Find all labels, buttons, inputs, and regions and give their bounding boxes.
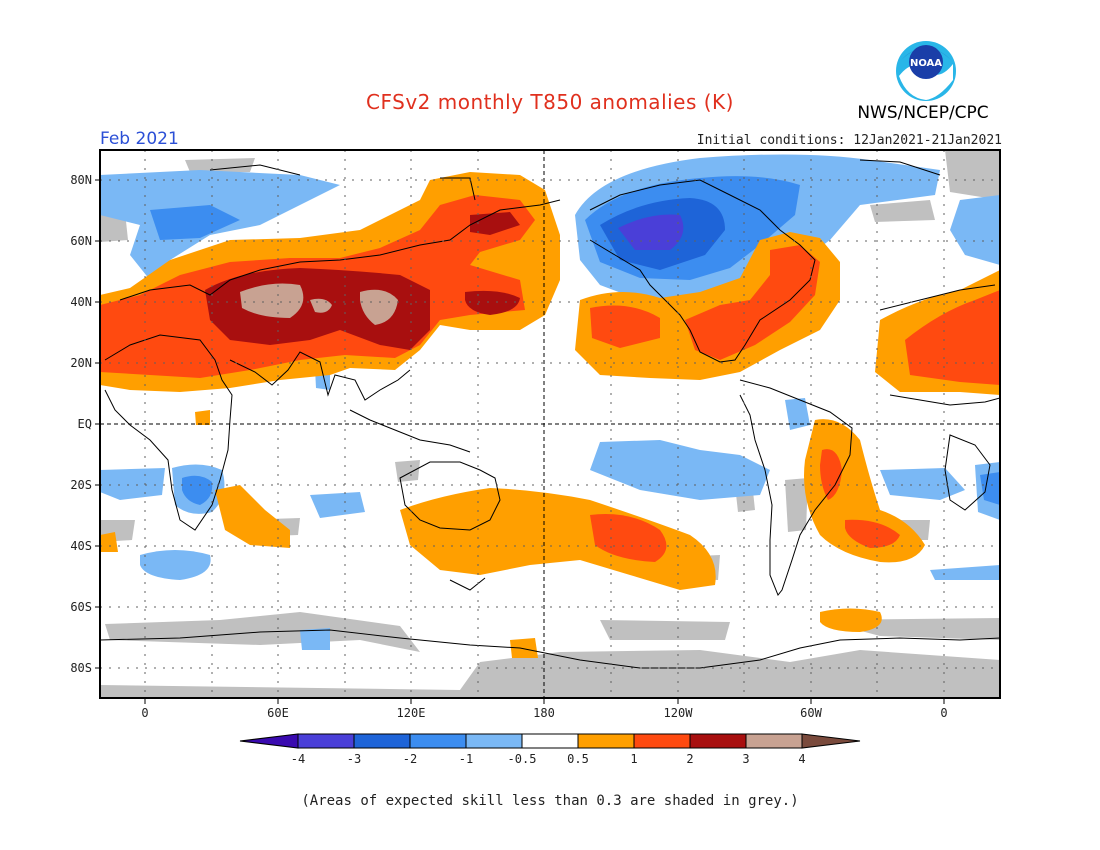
legend-level-label: 3 bbox=[742, 752, 749, 766]
legend-swatch bbox=[409, 733, 467, 749]
lon-ticks bbox=[144, 698, 945, 704]
lon-label: 0 bbox=[940, 706, 947, 720]
lat-labels: 80N 60N 40N 20N EQ 20S 40S 60S 80S bbox=[70, 173, 92, 675]
lon-labels: 0 60E 120E 180 120W 60W 0 bbox=[141, 706, 947, 720]
lat-label: 80S bbox=[70, 661, 92, 675]
legend-level-label: -0.5 bbox=[508, 752, 537, 766]
lat-label: 40N bbox=[70, 295, 92, 309]
agency-label: NWS/NCEP/CPC bbox=[857, 103, 989, 123]
lat-label: 20N bbox=[70, 356, 92, 370]
lat-ticks bbox=[95, 179, 100, 669]
initial-conditions: Initial conditions: 12Jan2021-21Jan2021 bbox=[696, 133, 1002, 148]
lat-label: 20S bbox=[70, 478, 92, 492]
legend-swatch bbox=[297, 733, 355, 749]
noaa-logo: NOAA bbox=[896, 41, 956, 101]
legend-swatch bbox=[689, 733, 747, 749]
skill-footnote: (Areas of expected skill less than 0.3 a… bbox=[301, 793, 799, 809]
lat-label: 60S bbox=[70, 600, 92, 614]
legend-swatch bbox=[577, 733, 635, 749]
legend-swatch bbox=[633, 733, 691, 749]
lat-label: 80N bbox=[70, 173, 92, 187]
legend-swatch bbox=[745, 733, 803, 749]
cold-anomalies bbox=[100, 154, 1000, 650]
lon-label: 180 bbox=[533, 706, 555, 720]
lon-label: 60E bbox=[267, 706, 289, 720]
legend-swatch bbox=[521, 733, 579, 749]
lon-label: 0 bbox=[141, 706, 148, 720]
legend-level-label: -4 bbox=[291, 752, 305, 766]
logo-text: NOAA bbox=[910, 58, 942, 69]
lat-label: EQ bbox=[78, 417, 92, 431]
legend-level-label: 0.5 bbox=[567, 752, 589, 766]
forecast-month: Feb 2021 bbox=[100, 129, 179, 149]
chart-title: CFSv2 monthly T850 anomalies (K) bbox=[366, 90, 734, 114]
legend-level-label: -3 bbox=[347, 752, 361, 766]
legend-arrow-low bbox=[239, 733, 299, 749]
legend-swatch bbox=[353, 733, 411, 749]
legend-level-label: 4 bbox=[798, 752, 805, 766]
legend-swatch bbox=[465, 733, 523, 749]
color-legend: -4 -3 -2 -1 -0.5 0.5 1 2 3 4 bbox=[239, 733, 861, 766]
lat-label: 60N bbox=[70, 234, 92, 248]
legend-level-label: 1 bbox=[630, 752, 637, 766]
legend-level-label: 2 bbox=[686, 752, 693, 766]
anomaly-fields bbox=[100, 150, 1000, 698]
lat-label: 40S bbox=[70, 539, 92, 553]
legend-level-label: -2 bbox=[403, 752, 417, 766]
coastlines bbox=[100, 159, 1000, 669]
lon-label: 120E bbox=[397, 706, 426, 720]
lon-label: 120W bbox=[664, 706, 694, 720]
lon-label: 60W bbox=[800, 706, 822, 720]
warm-anomalies bbox=[100, 172, 1000, 658]
legend-level-label: -1 bbox=[459, 752, 473, 766]
legend-arrow-high bbox=[801, 733, 861, 749]
gridlines bbox=[100, 150, 1000, 698]
